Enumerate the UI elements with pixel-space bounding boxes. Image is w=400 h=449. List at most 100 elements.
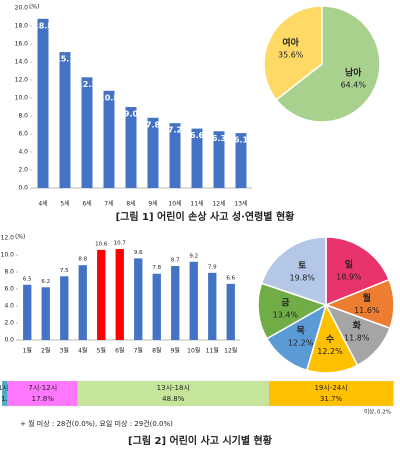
bar xyxy=(59,52,71,188)
data-label: 12.3 xyxy=(77,80,97,89)
data-label: 31.7% xyxy=(320,395,343,403)
legend-label: 13시-18시 xyxy=(157,384,190,392)
bar xyxy=(226,283,235,340)
slice-label: 여아 xyxy=(282,36,299,48)
bar xyxy=(41,287,50,340)
y-tick-label: 6.0 xyxy=(4,286,14,293)
y-tick-label: 12.0 xyxy=(15,77,29,84)
data-label: 9.0 xyxy=(124,110,139,119)
slice-value: 19.8% xyxy=(289,273,315,282)
data-label: 6.3 xyxy=(212,134,226,143)
slice-label: 토 xyxy=(298,260,307,271)
bar xyxy=(147,117,159,188)
x-tick-label: 5월 xyxy=(97,347,106,355)
data-label: 6.6 xyxy=(190,131,205,140)
footnote: + 월 미상 : 28건(0.0%), 요일 미상 : 29건(0.0%) xyxy=(20,419,173,428)
x-tick-label: 4월 xyxy=(78,347,87,355)
x-tick-label: 10세 xyxy=(168,200,181,208)
data-label: 9.6 xyxy=(134,250,143,256)
data-label: 7.8 xyxy=(146,120,161,129)
bar xyxy=(191,128,203,188)
bar xyxy=(60,276,69,340)
y-tick-label: 0.0 xyxy=(4,337,14,344)
y-tick-label: 6.0 xyxy=(18,131,28,138)
pie-slice xyxy=(263,5,323,101)
bar xyxy=(208,272,217,340)
bar-segment xyxy=(77,380,270,407)
y-tick-label: 16.0 xyxy=(15,41,29,48)
y-tick-label: 2.0 xyxy=(4,320,14,327)
x-tick-label: 11세 xyxy=(190,200,203,208)
y-tick-label: 10.0 xyxy=(15,95,29,102)
y-tick-label: 18.0 xyxy=(15,23,29,30)
bar-segment xyxy=(393,380,395,407)
y-tick-label: 8.0 xyxy=(18,113,28,120)
slice-value: 12.2% xyxy=(317,347,343,356)
data-label: 7.8 xyxy=(152,265,161,271)
data-label: 0.2% xyxy=(377,410,391,416)
x-tick-label: 6월 xyxy=(115,347,124,355)
bar xyxy=(152,273,161,340)
y-tick-label: 20.0 xyxy=(15,5,29,12)
bar xyxy=(171,266,180,340)
slice-value: 64.4% xyxy=(341,81,367,90)
pie-slice xyxy=(325,236,391,307)
data-label: 7.2 xyxy=(168,126,182,135)
slice-value: 12.2% xyxy=(288,338,314,347)
y-tick-label: 14.0 xyxy=(15,59,29,66)
bar xyxy=(213,131,225,188)
data-label: 6.5 xyxy=(23,276,32,282)
x-tick-label: 13세 xyxy=(234,200,247,208)
slice-value: 11.8% xyxy=(344,333,370,342)
slice-label: 월 xyxy=(363,292,371,304)
slice-label: 일 xyxy=(345,259,353,271)
bar xyxy=(169,123,181,188)
bar xyxy=(37,18,49,188)
x-tick-label: 7세 xyxy=(104,200,113,208)
x-tick-label: 8월 xyxy=(152,347,161,355)
x-tick-label: 9세 xyxy=(148,200,157,208)
slice-label: 목 xyxy=(297,325,305,336)
slice-label: 남아 xyxy=(345,67,362,79)
x-tick-label: 4세 xyxy=(38,200,47,208)
slice-label: 수 xyxy=(326,334,334,345)
y-tick-label: 12.0 xyxy=(1,235,15,242)
pie-slice xyxy=(275,5,381,123)
x-tick-label: 3월 xyxy=(60,347,69,355)
x-tick-label: 9월 xyxy=(171,347,180,355)
bar xyxy=(189,261,198,340)
y-unit: (%) xyxy=(15,234,25,241)
bar xyxy=(103,90,115,188)
data-label: 10.6 xyxy=(95,241,108,247)
bar xyxy=(235,133,247,188)
legend-label: 7시-12시 xyxy=(28,384,57,392)
data-label: 10.7 xyxy=(114,241,127,247)
data-label: 7.9 xyxy=(208,264,217,270)
x-tick-label: 12세 xyxy=(212,200,225,208)
legend-label: 미상, xyxy=(364,408,376,416)
slice-label: 화 xyxy=(353,319,362,331)
data-label: 6.2 xyxy=(41,279,50,285)
x-tick-label: 2월 xyxy=(41,347,50,355)
x-tick-label: 8세 xyxy=(126,200,135,208)
y-tick-label: 8.0 xyxy=(4,269,14,276)
y-tick-label: 4.0 xyxy=(18,149,28,156)
x-tick-label: 12월 xyxy=(224,347,237,355)
caption: [그림 2] 어린이 사고 시기별 현황 xyxy=(128,434,273,447)
y-unit: (%) xyxy=(29,4,39,11)
bar xyxy=(23,284,32,340)
data-label: 9.2 xyxy=(189,253,198,259)
y-tick-label: 2.0 xyxy=(18,167,28,174)
x-tick-label: 5세 xyxy=(60,200,69,208)
pie-slice xyxy=(260,236,327,307)
legend-label: 19시-24시 xyxy=(314,384,347,392)
y-tick-label: 0.0 xyxy=(18,185,28,192)
data-label: 17.8% xyxy=(32,395,55,403)
data-label: 10.8 xyxy=(99,93,119,102)
data-label: 6.6 xyxy=(226,275,235,281)
data-label: 18.8 xyxy=(33,21,53,30)
x-tick-label: 11월 xyxy=(206,347,219,355)
bar xyxy=(81,77,93,188)
